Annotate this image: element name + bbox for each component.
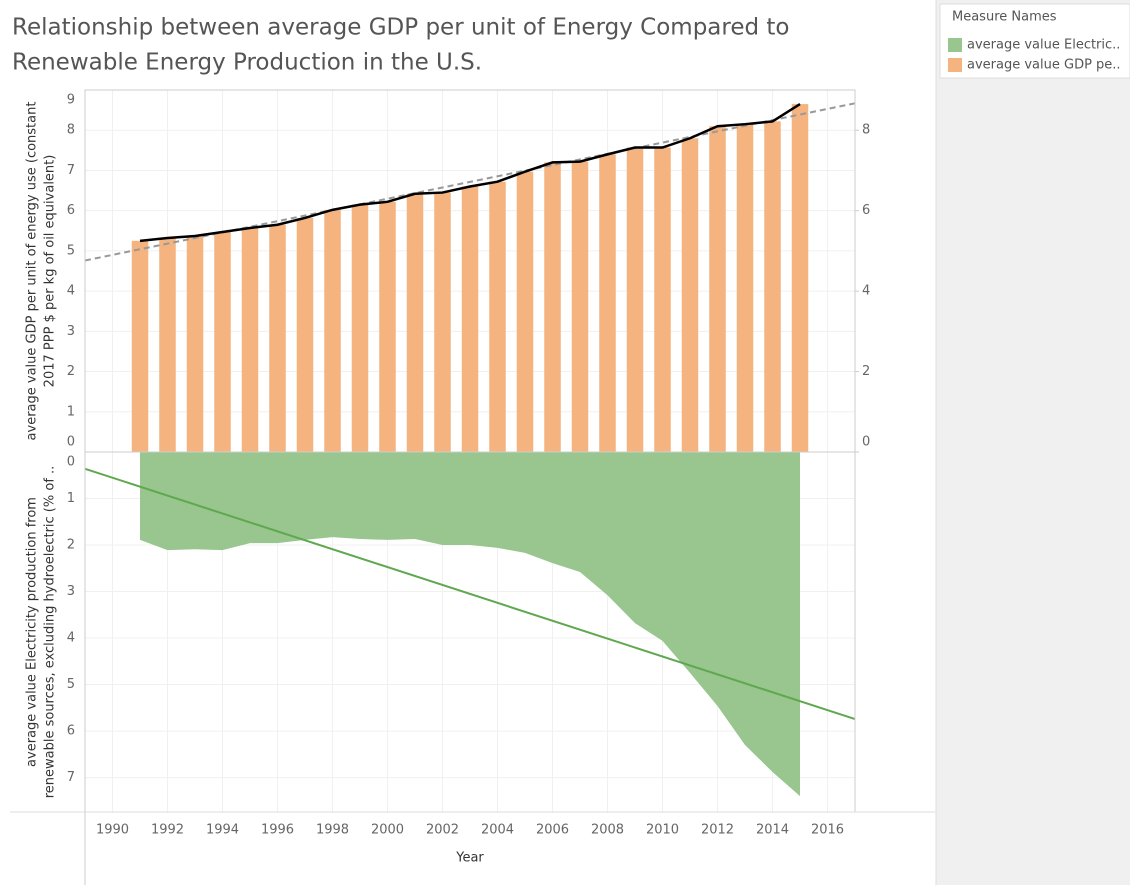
y-tick-label: 8: [67, 123, 75, 138]
bar: [544, 162, 561, 452]
bar: [654, 147, 671, 453]
y-tick-label: 3: [67, 584, 75, 599]
y-axis-title: average value Electricity production fro…: [25, 497, 40, 767]
bar: [406, 193, 424, 453]
bar: [434, 192, 451, 453]
bar: [324, 209, 341, 452]
x-tick-label: 1992: [151, 823, 184, 838]
chart-title: Renewable Energy Production in the U.S.: [12, 50, 482, 76]
y-axis-title: renewable sources, excluding hydroelectr…: [43, 466, 58, 799]
legend-panel: [936, 0, 1130, 885]
bar: [489, 181, 506, 452]
x-tick-label: 2000: [371, 823, 404, 838]
bar: [599, 154, 616, 452]
y2-tick-label: 2: [862, 364, 870, 379]
y-tick-label: 3: [67, 324, 75, 339]
legend-title: Measure Names: [952, 10, 1057, 25]
y-axis-title: average value GDP per unit of energy use…: [25, 102, 40, 441]
bar: [241, 227, 259, 452]
y-axis-title: 2017 PPP $ per kg of oil equivalent): [43, 155, 58, 388]
y-tick-label: 1: [67, 491, 75, 506]
legend-label: average value GDP pe..: [967, 58, 1121, 73]
bar: [709, 126, 726, 452]
y-tick-label: 7: [67, 770, 75, 785]
bar: [764, 121, 781, 452]
bar: [736, 124, 754, 452]
x-tick-label: 2012: [701, 823, 734, 838]
line: [139, 103, 801, 243]
legend-label: average value Electric..: [967, 38, 1120, 53]
y-tick-label: 2: [67, 364, 75, 379]
bar: [214, 231, 231, 452]
bar: [461, 186, 479, 453]
y2-tick-label: 4: [862, 284, 870, 299]
x-tick-label: 1998: [316, 823, 349, 838]
x-tick-label: 2006: [536, 823, 569, 838]
bar: [186, 236, 204, 452]
y-tick-label: 1: [67, 404, 75, 419]
area: [140, 452, 800, 797]
bar: [791, 104, 809, 453]
bar: [131, 240, 149, 452]
bar: [379, 201, 396, 452]
x-tick-label: 2002: [426, 823, 459, 838]
bar: [516, 171, 534, 452]
y-tick-label: 9: [67, 93, 75, 108]
x-axis-title: Year: [455, 851, 484, 866]
bar: [351, 204, 369, 452]
x-tick-label: 2014: [756, 823, 789, 838]
x-tick-label: 2004: [481, 823, 514, 838]
x-tick-label: 1994: [206, 823, 239, 838]
x-tick-label: 2016: [811, 823, 844, 838]
bar: [159, 238, 176, 452]
bar: [626, 147, 644, 453]
bar: [296, 217, 314, 452]
trend-line: [84, 467, 856, 721]
x-tick-label: 1996: [261, 823, 294, 838]
y-tick-label: 5: [67, 243, 75, 258]
y-tick-label: 6: [67, 724, 75, 739]
y-tick-label: 6: [67, 203, 75, 218]
y-tick-label: 2: [67, 538, 75, 553]
chart-title: Relationship between average GDP per uni…: [12, 15, 790, 41]
y-tick-label: 4: [67, 631, 75, 646]
x-tick-label: 2008: [591, 823, 624, 838]
legend-swatch: [948, 38, 962, 52]
y-tick-label: 7: [67, 163, 75, 178]
bar: [681, 138, 699, 452]
y2-tick-label: 6: [862, 203, 870, 218]
x-tick-label: 1990: [96, 823, 129, 838]
y-tick-label: 5: [67, 677, 75, 692]
bar: [269, 224, 286, 452]
y-tick-label: 4: [67, 284, 75, 299]
y2-tick-label: 8: [862, 123, 870, 138]
x-tick-label: 2010: [646, 823, 679, 838]
legend-box: [939, 3, 1130, 79]
y-tick-label: 0: [67, 435, 75, 450]
legend-swatch: [948, 58, 962, 72]
bar: [571, 161, 589, 452]
y-tick-label: 0: [67, 455, 75, 470]
y2-tick-label: 0: [862, 435, 870, 450]
